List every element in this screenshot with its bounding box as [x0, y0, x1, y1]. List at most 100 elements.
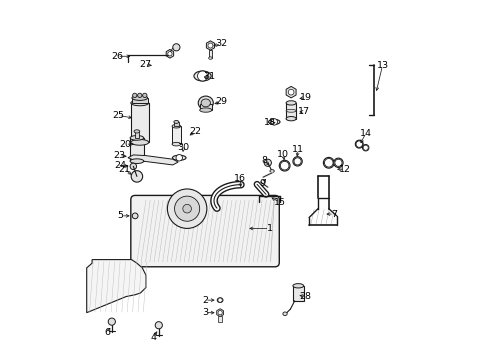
Ellipse shape: [285, 117, 296, 121]
Text: 3: 3: [202, 308, 208, 317]
Circle shape: [334, 159, 341, 166]
Text: 1: 1: [266, 224, 272, 233]
Circle shape: [167, 51, 172, 56]
Ellipse shape: [269, 170, 274, 172]
Ellipse shape: [285, 109, 296, 112]
Circle shape: [130, 163, 136, 170]
Text: 32: 32: [215, 39, 227, 48]
Polygon shape: [166, 49, 173, 58]
Text: 6: 6: [104, 328, 110, 337]
Text: 2: 2: [202, 296, 207, 305]
Circle shape: [287, 89, 293, 95]
Ellipse shape: [130, 159, 143, 163]
Text: 5: 5: [118, 211, 123, 220]
Text: 9: 9: [259, 179, 265, 188]
Ellipse shape: [198, 96, 213, 110]
Text: 31: 31: [203, 72, 215, 81]
Circle shape: [355, 141, 362, 147]
Ellipse shape: [130, 135, 143, 140]
Circle shape: [131, 171, 142, 182]
Text: 16: 16: [234, 174, 245, 183]
Circle shape: [172, 44, 180, 51]
Bar: [130, 138, 143, 161]
Bar: [199, 104, 211, 110]
Circle shape: [270, 119, 277, 125]
Bar: [218, 316, 222, 321]
Text: 28: 28: [299, 292, 311, 301]
Bar: [292, 286, 303, 301]
Text: 22: 22: [189, 127, 201, 136]
Circle shape: [218, 311, 222, 315]
Polygon shape: [285, 86, 295, 98]
Circle shape: [142, 93, 147, 98]
Text: 23: 23: [113, 151, 125, 160]
Text: 24: 24: [114, 161, 126, 170]
Ellipse shape: [333, 158, 343, 167]
Text: 27: 27: [139, 60, 150, 69]
Polygon shape: [128, 155, 178, 165]
Ellipse shape: [279, 160, 289, 171]
Circle shape: [132, 93, 137, 98]
Ellipse shape: [132, 95, 147, 100]
Bar: [174, 122, 179, 126]
Text: 18: 18: [264, 118, 276, 127]
Ellipse shape: [217, 298, 223, 302]
Circle shape: [293, 158, 301, 165]
Text: 13: 13: [376, 61, 388, 70]
Bar: [132, 98, 147, 103]
Ellipse shape: [285, 101, 296, 105]
Text: 14: 14: [359, 129, 371, 138]
Text: 4: 4: [150, 333, 156, 342]
Polygon shape: [216, 309, 223, 317]
Ellipse shape: [201, 99, 210, 107]
Circle shape: [137, 93, 142, 98]
Text: 30: 30: [177, 143, 189, 152]
Ellipse shape: [172, 155, 185, 160]
Text: 10: 10: [277, 150, 288, 159]
Ellipse shape: [131, 139, 148, 145]
Polygon shape: [206, 41, 214, 50]
Ellipse shape: [292, 157, 302, 166]
Text: 17: 17: [297, 107, 309, 116]
Bar: [208, 50, 212, 58]
Text: 26: 26: [111, 52, 123, 61]
Ellipse shape: [131, 100, 148, 106]
Ellipse shape: [199, 108, 211, 112]
Ellipse shape: [172, 125, 180, 128]
Bar: [172, 126, 180, 144]
Ellipse shape: [174, 121, 179, 123]
Ellipse shape: [194, 71, 211, 81]
Text: 19: 19: [299, 93, 311, 102]
Bar: [285, 103, 296, 119]
Bar: [131, 103, 148, 142]
Ellipse shape: [268, 120, 280, 125]
Ellipse shape: [362, 144, 368, 151]
Text: 15: 15: [273, 198, 285, 207]
Circle shape: [155, 321, 162, 329]
Circle shape: [167, 189, 206, 228]
Text: 20: 20: [119, 140, 131, 149]
Circle shape: [207, 43, 212, 48]
Polygon shape: [86, 260, 145, 313]
Ellipse shape: [134, 130, 140, 133]
Text: 21: 21: [118, 165, 130, 174]
Circle shape: [132, 213, 138, 219]
Text: 29: 29: [215, 97, 227, 106]
Circle shape: [363, 145, 367, 150]
Ellipse shape: [208, 57, 212, 59]
Circle shape: [108, 318, 115, 325]
Text: 12: 12: [338, 165, 350, 174]
Circle shape: [183, 204, 191, 213]
Circle shape: [264, 159, 271, 166]
Text: 8: 8: [261, 156, 266, 165]
Circle shape: [280, 161, 288, 170]
Ellipse shape: [282, 312, 286, 316]
Text: 7: 7: [330, 210, 336, 219]
Ellipse shape: [323, 157, 333, 168]
Text: 11: 11: [292, 145, 304, 154]
Circle shape: [176, 154, 182, 161]
Bar: [135, 131, 139, 138]
FancyBboxPatch shape: [131, 195, 279, 267]
Ellipse shape: [355, 140, 363, 148]
Circle shape: [324, 158, 332, 167]
